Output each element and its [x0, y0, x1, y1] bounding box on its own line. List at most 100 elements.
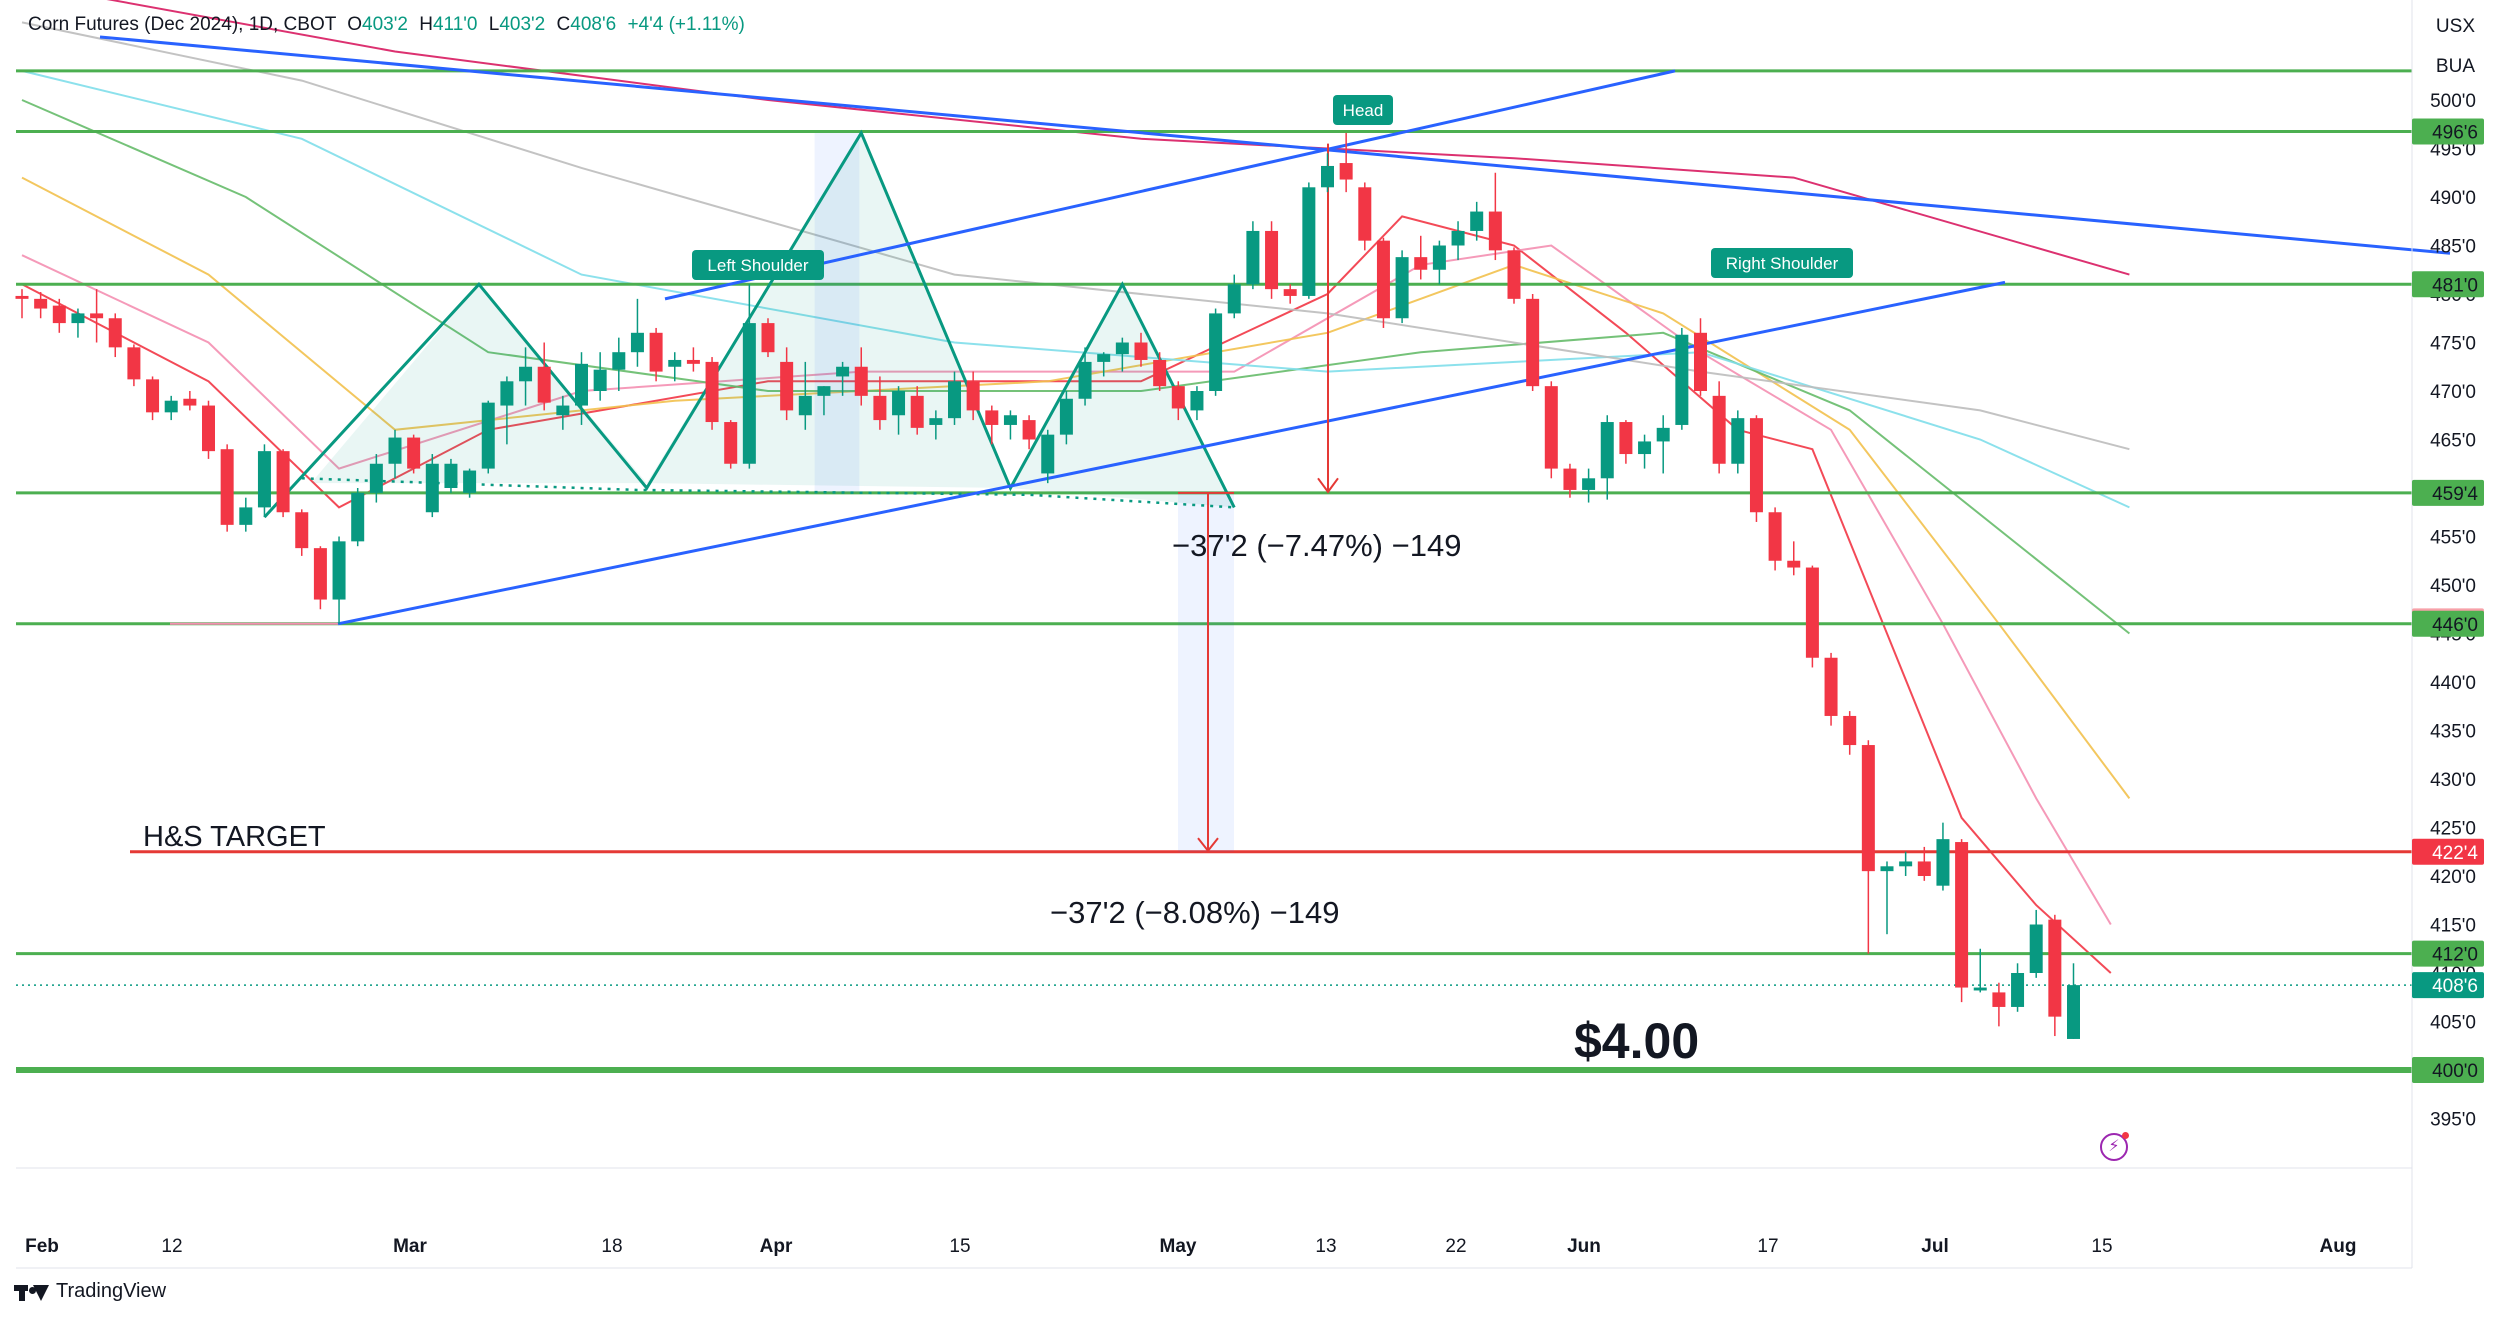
- moving-average-line: [106, 0, 2130, 276]
- low-label: L: [488, 14, 500, 35]
- candle-body: [575, 363, 588, 406]
- candle-body: [612, 352, 626, 370]
- candle-body: [164, 400, 178, 413]
- price-tag-label: 481'0: [2432, 275, 2478, 296]
- candle-body: [1544, 386, 1558, 469]
- y-tick-label: 425'0: [2430, 819, 2476, 840]
- candle-body: [239, 507, 253, 525]
- x-tick-label: Apr: [760, 1236, 793, 1257]
- x-tick-label: 15: [2091, 1236, 2112, 1257]
- candle-body: [1824, 657, 1838, 716]
- candle-body: [1395, 257, 1409, 319]
- x-tick-label: Jun: [1567, 1236, 1601, 1257]
- candle-body: [2011, 973, 2025, 1007]
- candle-body: [929, 418, 943, 425]
- moving-average-line: [21, 21, 2130, 451]
- candle-body: [948, 381, 961, 419]
- candle-body: [780, 361, 794, 411]
- candle-body: [630, 332, 644, 353]
- high-label: H: [419, 14, 433, 35]
- y-tick-label: 405'0: [2430, 1013, 2476, 1034]
- close-value: 408'6: [570, 14, 617, 35]
- candle-body: [500, 381, 514, 406]
- candle-body: [1115, 342, 1129, 355]
- y-tick-label: 465'0: [2430, 431, 2476, 452]
- candle-body: [220, 449, 234, 525]
- candle-body: [1414, 257, 1428, 270]
- pattern-label: Left Shoulder: [707, 256, 808, 275]
- candle-body: [1805, 567, 1819, 658]
- candle-body: [1749, 418, 1763, 513]
- candle-body: [1973, 987, 1987, 991]
- candle-body: [798, 395, 812, 416]
- pattern-label: Head: [1343, 101, 1384, 120]
- candle-body: [425, 463, 439, 513]
- tradingview-logo[interactable]: TradingView: [14, 1280, 166, 1303]
- x-tick-label: 22: [1445, 1236, 1466, 1257]
- target-measure-box: [1178, 492, 1234, 852]
- candle-body: [1675, 334, 1689, 425]
- y-tick-label: 485'0: [2430, 237, 2476, 258]
- candle-body: [146, 379, 160, 413]
- candle-body: [369, 463, 383, 493]
- candle-body: [1899, 861, 1913, 867]
- candle-body: [1917, 861, 1931, 876]
- head-measure-arrowhead: [1317, 477, 1339, 494]
- candle-body: [1358, 187, 1372, 241]
- candle-body: [854, 366, 868, 396]
- y-tick-label: 455'0: [2430, 528, 2476, 549]
- candle-body: [183, 398, 197, 406]
- candle-body: [1134, 342, 1148, 360]
- candle-body: [1619, 422, 1633, 455]
- candle-body: [1246, 230, 1260, 285]
- candle-body: [761, 323, 775, 353]
- candle-body: [295, 512, 309, 549]
- candle-body: [910, 395, 924, 428]
- candle-body: [1955, 842, 1969, 988]
- head-measure-box: [814, 132, 860, 493]
- y-tick-label: 440'0: [2430, 673, 2476, 694]
- price-tag-label: 496'6: [2432, 123, 2478, 144]
- candle-body: [1265, 230, 1279, 290]
- x-tick-label: May: [1160, 1236, 1197, 1257]
- target-measure-arrowhead: [1197, 837, 1219, 853]
- currency-label[interactable]: USX: [2435, 16, 2475, 37]
- candle-body: [1321, 165, 1334, 188]
- candle-body: [1936, 839, 1950, 886]
- tradingview-mark-icon: [14, 1283, 49, 1301]
- candle-body: [1563, 468, 1577, 490]
- y-tick-label: 450'0: [2430, 576, 2476, 597]
- high-value: 411'0: [432, 14, 478, 35]
- lightning-icon[interactable]: ⚡: [2100, 1132, 2129, 1161]
- candle-body: [593, 369, 607, 391]
- y-tick-label: 395'0: [2430, 1110, 2476, 1131]
- pattern-label: Right Shoulder: [1726, 254, 1839, 273]
- candle-body: [817, 386, 831, 396]
- unit-label[interactable]: BUA: [2435, 56, 2475, 77]
- x-tick-label: Jul: [1921, 1236, 1948, 1257]
- open-value: 403'2: [362, 14, 408, 35]
- candle-body: [724, 422, 738, 464]
- candle-body: [1694, 332, 1707, 391]
- candle-body: [1600, 422, 1614, 479]
- price-callout: $4.00: [1574, 1013, 1699, 1069]
- pattern-label-bg: [1333, 95, 1393, 125]
- candle-body: [90, 313, 104, 319]
- candle-body: [1526, 298, 1540, 387]
- open-label: O: [347, 14, 363, 35]
- y-tick-label: 490'0: [2430, 188, 2476, 209]
- y-tick-label: 495'0: [2430, 140, 2476, 161]
- candle-body: [1097, 354, 1111, 362]
- chart-legend-header: Corn Futures (Dec 2024), 1D, CBOT O403'2…: [28, 14, 745, 36]
- candle-body: [71, 313, 85, 324]
- candle-body: [34, 298, 48, 309]
- candle-body: [1582, 478, 1596, 490]
- price-tag-label: 459'4: [2432, 484, 2478, 505]
- price-tag: [2412, 972, 2484, 999]
- y-tick-label: 470'0: [2430, 382, 2476, 403]
- x-tick-label: Feb: [25, 1236, 59, 1257]
- candle-body: [444, 463, 458, 488]
- trendline-rising: [664, 69, 1676, 301]
- candle-body: [1638, 441, 1652, 455]
